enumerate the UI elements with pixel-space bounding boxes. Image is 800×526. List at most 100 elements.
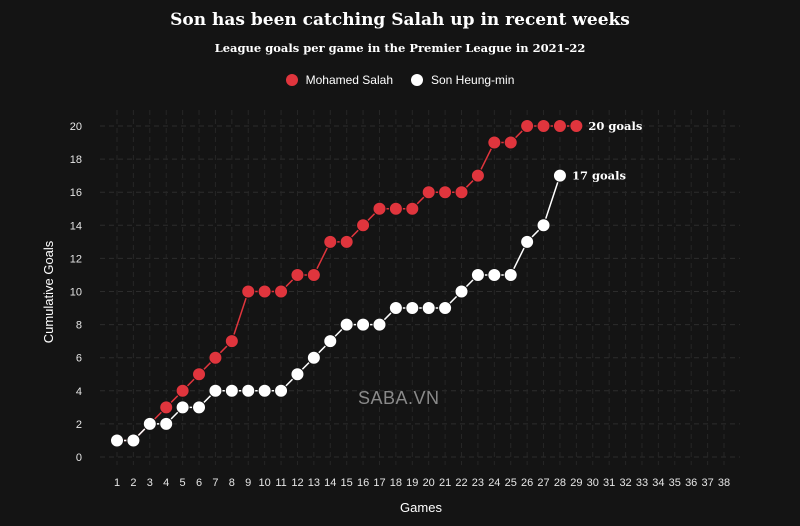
- x-tick-label: 13: [308, 477, 320, 489]
- data-point-salah: [470, 168, 485, 183]
- data-point-salah: [552, 119, 567, 133]
- y-tick-label: 16: [70, 187, 82, 199]
- x-tick-label: 35: [669, 477, 681, 489]
- y-tick-label: 4: [76, 386, 82, 398]
- x-tick-label: 31: [603, 477, 615, 489]
- data-point-salah: [274, 284, 289, 299]
- data-point-son: [470, 267, 485, 282]
- legend-item-son: Son Heung-min: [411, 73, 514, 87]
- data-point-son: [438, 301, 453, 316]
- x-tick-label: 9: [245, 477, 251, 489]
- legend-marker-salah: [285, 74, 298, 86]
- x-tick-label: 7: [212, 477, 218, 489]
- x-tick-label: 17: [373, 477, 385, 489]
- data-point-salah: [536, 119, 551, 133]
- chart-title: Son has been catching Salah up in recent…: [170, 10, 630, 30]
- data-point-salah: [405, 201, 420, 216]
- data-point-son: [503, 267, 518, 282]
- data-point-salah: [339, 234, 354, 249]
- x-tick-label: 12: [291, 477, 303, 489]
- data-point-son: [405, 301, 420, 316]
- data-point-son: [454, 284, 469, 299]
- y-tick-label: 2: [76, 419, 82, 431]
- x-tick-label: 4: [163, 477, 169, 489]
- data-point-salah: [192, 367, 207, 382]
- x-tick-label: 5: [180, 477, 186, 489]
- data-point-salah: [569, 119, 584, 133]
- data-point-son: [339, 317, 354, 332]
- data-point-salah: [356, 218, 371, 233]
- x-tick-label: 23: [472, 477, 484, 489]
- data-point-salah: [159, 400, 174, 415]
- y-axis-label: Cumulative Goals: [41, 240, 56, 343]
- data-point-son: [323, 334, 338, 349]
- data-point-salah: [520, 119, 535, 133]
- data-point-salah: [438, 185, 453, 200]
- data-point-salah: [306, 267, 321, 282]
- y-tick-label: 14: [70, 220, 82, 232]
- x-tick-label: 15: [341, 477, 353, 489]
- y-tick-label: 20: [70, 121, 82, 133]
- end-label-son: 17 goals: [572, 169, 626, 183]
- data-point-son: [421, 301, 436, 316]
- x-tick-label: 8: [229, 477, 235, 489]
- legend-marker-son: [411, 74, 423, 86]
- data-point-salah: [175, 383, 190, 398]
- data-point-salah: [454, 185, 469, 200]
- x-tick-label: 33: [636, 477, 648, 489]
- x-tick-label: 34: [652, 477, 664, 489]
- legend-label-salah: Mohamed Salah: [305, 73, 393, 87]
- x-tick-label: 10: [259, 477, 271, 489]
- data-point-salah: [290, 267, 305, 282]
- data-point-son: [224, 383, 239, 398]
- data-point-son: [241, 383, 256, 398]
- data-point-salah: [257, 284, 272, 299]
- data-point-son: [306, 350, 321, 365]
- x-tick-label: 20: [423, 477, 435, 489]
- data-point-salah: [421, 185, 436, 200]
- x-tick-label: 11: [275, 477, 286, 489]
- data-point-son: [159, 416, 174, 431]
- x-tick-label: 6: [196, 477, 202, 489]
- data-point-son: [536, 218, 551, 233]
- y-tick-label: 8: [76, 320, 82, 332]
- y-tick-label: 18: [70, 154, 82, 166]
- x-tick-label: 32: [619, 477, 631, 489]
- y-tick-label: 10: [70, 287, 82, 299]
- x-tick-label: 16: [357, 477, 369, 489]
- watermark: SABA.VN: [358, 388, 440, 408]
- data-point-son: [388, 301, 403, 316]
- data-point-son: [110, 433, 124, 448]
- data-point-salah: [241, 284, 256, 299]
- data-point-son: [192, 400, 207, 415]
- end-label-salah: 20 goals: [588, 119, 642, 133]
- data-point-salah: [503, 135, 518, 150]
- legend: Mohamed Salah Son Heung-min: [0, 73, 800, 87]
- x-tick-label: 21: [439, 477, 451, 489]
- data-point-salah: [487, 135, 502, 150]
- data-point-son: [142, 416, 157, 431]
- y-tick-label: 0: [76, 452, 82, 464]
- data-point-salah: [224, 334, 239, 349]
- chart-subtitle: League goals per game in the Premier Lea…: [214, 41, 586, 55]
- data-point-salah: [323, 234, 338, 249]
- x-tick-label: 25: [505, 477, 517, 489]
- x-tick-label: 37: [701, 477, 713, 489]
- x-tick-label: 22: [455, 477, 467, 489]
- data-point-son: [356, 317, 371, 332]
- x-tick-label: 28: [554, 477, 566, 489]
- data-point-son: [208, 383, 223, 398]
- data-point-salah: [388, 201, 403, 216]
- data-point-son: [487, 267, 502, 282]
- x-tick-label: 29: [570, 477, 582, 489]
- legend-label-son: Son Heung-min: [431, 73, 515, 87]
- x-tick-label: 14: [324, 477, 336, 489]
- data-point-son: [175, 400, 190, 415]
- y-tick-label: 12: [70, 253, 82, 265]
- series-line-son: [117, 175, 561, 442]
- data-point-salah: [208, 350, 223, 365]
- x-axis-label: Games: [400, 500, 442, 515]
- x-tick-label: 38: [718, 477, 730, 489]
- x-tick-label: 26: [521, 477, 533, 489]
- x-tick-label: 27: [537, 477, 549, 489]
